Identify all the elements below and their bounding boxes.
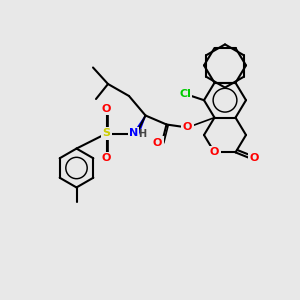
- Text: Cl: Cl: [179, 89, 191, 99]
- Text: O: O: [102, 153, 111, 164]
- Text: O: O: [183, 122, 192, 133]
- Text: O: O: [102, 103, 111, 114]
- Text: O: O: [210, 147, 219, 158]
- Text: O: O: [249, 153, 259, 164]
- Text: S: S: [103, 128, 110, 139]
- Text: N: N: [129, 128, 138, 139]
- Text: O: O: [153, 137, 162, 148]
- Text: H: H: [138, 129, 146, 139]
- Polygon shape: [135, 116, 146, 136]
